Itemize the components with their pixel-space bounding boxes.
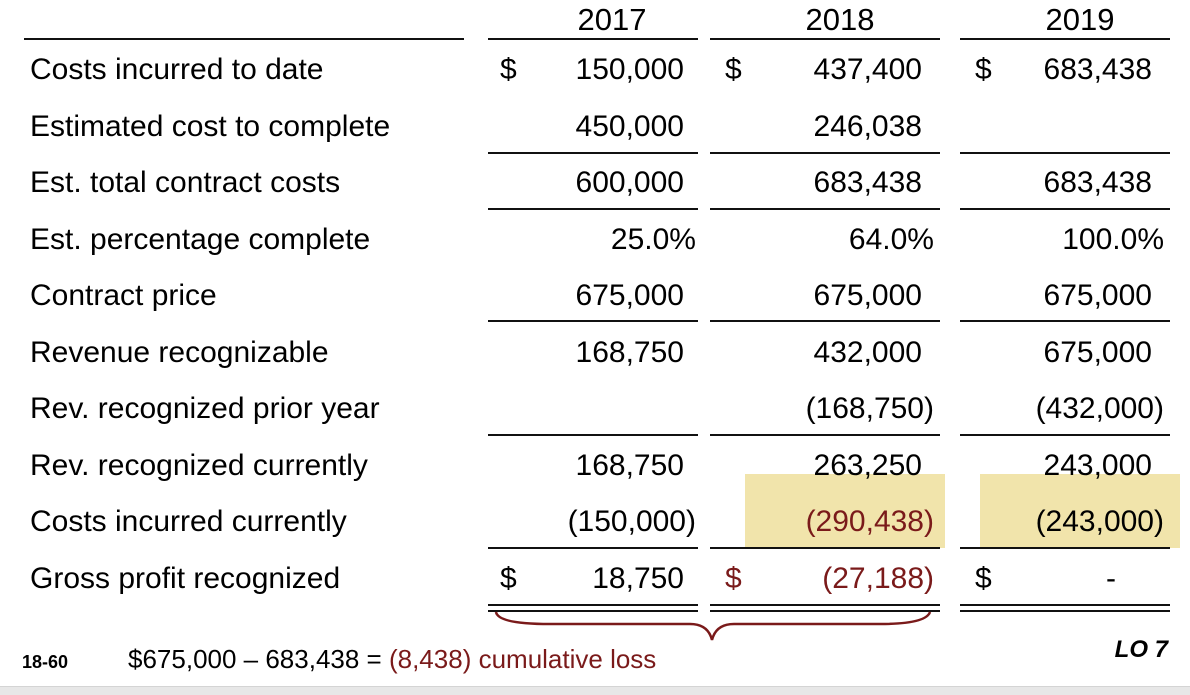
- cell-2017-costs-to-date: 150,000: [575, 53, 684, 86]
- double-rule-bottom: [960, 610, 1170, 612]
- cell-2018-costs-to-date: 437,400: [813, 53, 922, 86]
- dollar-sign: $: [725, 562, 742, 595]
- double-rule-bottom: [488, 610, 698, 612]
- cell-2018-revenue-recognizable: 432,000: [813, 336, 922, 369]
- subtotal-rule: [960, 434, 1170, 436]
- row-label-est-total-costs: Est. total contract costs: [30, 166, 341, 199]
- cell-2018-percentage: 64.0%: [848, 223, 934, 256]
- cell-2019-est-total-costs: 683,438: [1043, 166, 1152, 199]
- dollar-sign: $: [975, 53, 992, 86]
- learning-objective: LO 7: [1114, 636, 1168, 663]
- dollar-sign: $: [975, 562, 992, 595]
- subtotal-rule: [488, 152, 698, 154]
- row-label-est-cost-complete: Estimated cost to complete: [30, 110, 391, 143]
- cell-2019-contract-price: 675,000: [1043, 279, 1152, 312]
- cell-2018-est-cost-complete: 246,038: [813, 110, 922, 143]
- subtotal-rule: [710, 152, 940, 154]
- subtotal-rule: [960, 208, 1170, 210]
- loss-calculation: $675,000 – 683,438 =: [128, 644, 389, 674]
- cell-2017-rev-currently: 168,750: [575, 449, 684, 482]
- cell-2019-costs-currently: (243,000): [1035, 505, 1164, 538]
- row-label-costs-to-date: Costs incurred to date: [30, 53, 324, 86]
- row-label-revenue-recognizable: Revenue recognizable: [30, 336, 329, 369]
- subtotal-rule: [960, 152, 1170, 154]
- cell-2017-percentage: 25.0%: [610, 223, 696, 256]
- dollar-sign: $: [500, 53, 517, 86]
- header-rule-2018: [710, 38, 940, 40]
- row-label-percentage-complete: Est. percentage complete: [30, 223, 371, 256]
- window-bottom-bar: [0, 686, 1190, 695]
- cell-2019-rev-currently: 243,000: [1043, 449, 1152, 482]
- cell-2018-costs-currently: (290,438): [805, 505, 934, 538]
- subtotal-rule: [488, 547, 698, 549]
- cell-2018-rev-currently: 263,250: [813, 449, 922, 482]
- cell-2019-rev-prior-year: (432,000): [1035, 392, 1164, 425]
- row-label-costs-currently: Costs incurred currently: [30, 505, 347, 538]
- cell-2018-est-total-costs: 683,438: [813, 166, 922, 199]
- cell-2017-contract-price: 675,000: [575, 279, 684, 312]
- highlight-2018-costs: [745, 474, 945, 548]
- cell-2018-gross-profit: (27,188): [822, 562, 934, 595]
- row-label-rev-currently: Rev. recognized currently: [30, 449, 368, 482]
- cell-2017-gross-profit: 18,750: [592, 562, 684, 595]
- cell-2017-est-total-costs: 600,000: [575, 166, 684, 199]
- row-label-gross-profit: Gross profit recognized: [30, 562, 341, 595]
- cumulative-loss-note: $675,000 – 683,438 = (8,438) cumulative …: [128, 644, 656, 675]
- cell-2019-costs-to-date: 683,438: [1043, 53, 1152, 86]
- double-rule-top: [488, 604, 698, 606]
- slide-number: 18-60: [22, 652, 69, 672]
- header-rule-2017: [488, 38, 698, 40]
- year-header-2017: 2017: [577, 2, 647, 37]
- subtotal-rule: [488, 208, 698, 210]
- cumulative-loss-text: (8,438) cumulative loss: [388, 644, 657, 674]
- subtotal-rule: [960, 547, 1170, 549]
- year-header-2019: 2019: [1045, 2, 1115, 37]
- year-header-2018: 2018: [805, 2, 875, 37]
- cell-2018-rev-prior-year: (168,750): [805, 392, 934, 425]
- cell-2017-costs-currently: (150,000): [567, 505, 696, 538]
- cell-2017-revenue-recognizable: 168,750: [575, 336, 684, 369]
- cell-2019-revenue-recognizable: 675,000: [1043, 336, 1152, 369]
- cumulative-brace: [494, 611, 932, 641]
- subtotal-rule: [710, 434, 940, 436]
- header-rule-label: [24, 38, 464, 40]
- cell-2018-contract-price: 675,000: [813, 279, 922, 312]
- double-rule-bottom: [710, 610, 940, 612]
- cell-2019-gross-profit: -: [1106, 562, 1116, 595]
- subtotal-rule: [710, 547, 940, 549]
- dollar-sign: $: [500, 562, 517, 595]
- dollar-sign: $: [725, 53, 742, 86]
- cell-2017-est-cost-complete: 450,000: [575, 110, 684, 143]
- header-rule-2019: [960, 38, 1170, 40]
- subtotal-rule: [960, 320, 1170, 322]
- row-label-contract-price: Contract price: [30, 279, 217, 312]
- subtotal-rule: [488, 320, 698, 322]
- double-rule-top: [960, 604, 1170, 606]
- cell-2019-percentage: 100.0%: [1062, 223, 1164, 256]
- row-label-rev-prior-year: Rev. recognized prior year: [30, 392, 380, 425]
- highlight-2019-costs: [980, 474, 1180, 548]
- subtotal-rule: [488, 434, 698, 436]
- subtotal-rule: [710, 320, 940, 322]
- double-rule-top: [710, 604, 940, 606]
- subtotal-rule: [710, 208, 940, 210]
